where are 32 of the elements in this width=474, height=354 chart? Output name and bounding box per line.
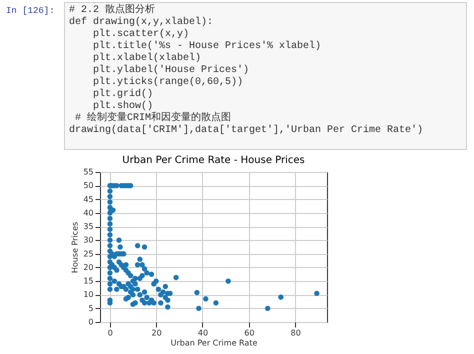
- text: # 绘制变量CRIM和因变量的散点图: [74, 113, 232, 124]
- y-tick-label: 0: [88, 318, 94, 326]
- chart-title: Urban Per Crime Rate - House Prices: [122, 155, 305, 166]
- x-tick-label: 20: [152, 328, 162, 338]
- y-tick-label: 50: [83, 181, 94, 190]
- text: # 2.2 散点图分析: [69, 5, 156, 16]
- y-tick-label: 25: [83, 249, 94, 258]
- y-tick-label: 45: [83, 194, 94, 204]
- text: plt.title('%s - House Prices'% xlabel): [92, 41, 322, 52]
- y-axis-title: House Prices: [70, 222, 80, 274]
- y-tick-label: 20: [83, 262, 94, 272]
- text: plt.scatter(x,y): [92, 29, 190, 40]
- y-tick-label: 40: [83, 208, 94, 218]
- text: plt.ylabel('House Prices'): [92, 65, 250, 76]
- y-tick-label: 5: [88, 304, 94, 313]
- text: In [126]:: [6, 6, 55, 16]
- y-tick-label: 10: [83, 290, 94, 300]
- text: plt.show(): [92, 101, 154, 112]
- text: def drawing(x,y,xlabel):: [69, 17, 214, 28]
- x-tick-label: 60: [244, 328, 254, 338]
- text: drawing(data['CRIM'],data['target'],'Urban Per Crime Rate'): [69, 125, 424, 137]
- x-tick-label: 40: [198, 328, 208, 338]
- text: plt.yticks(range(0,60,5)): [92, 77, 244, 88]
- x-tick-label: 0: [108, 328, 113, 338]
- x-axis-title: Urban Per Crime Rate: [170, 338, 258, 348]
- y-tick-label: 15: [83, 276, 94, 286]
- text: plt.grid(): [92, 89, 154, 100]
- y-tick-label: 30: [83, 236, 94, 245]
- x-tick-label: 80: [290, 328, 301, 338]
- y-tick-label: 55: [83, 168, 94, 176]
- y-tick-label: 35: [83, 222, 94, 232]
- text: plt.xlabel(xlabel): [92, 53, 202, 64]
